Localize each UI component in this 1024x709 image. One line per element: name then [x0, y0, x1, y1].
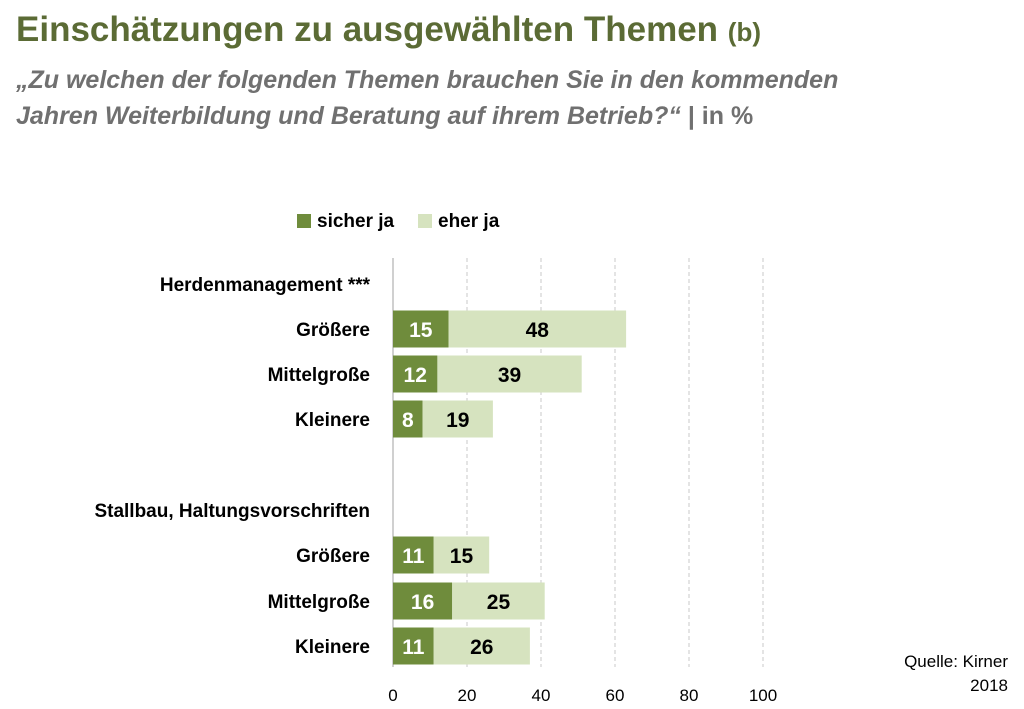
category-label: Größere — [296, 320, 370, 341]
bar-segment — [393, 536, 434, 574]
x-tick-label: 80 — [680, 686, 699, 705]
chart-title-main: Einschätzungen zu ausgewählten Themen — [16, 10, 719, 49]
bar-segment — [422, 400, 493, 438]
data-label: 19 — [446, 409, 469, 432]
data-label: 25 — [487, 591, 511, 614]
x-tick-label: 40 — [532, 686, 551, 705]
bar-segment — [393, 310, 449, 348]
chart-title: Einschätzungen zu ausgewählten Themen (b… — [16, 10, 761, 50]
source-line-1: Quelle: Kirner — [904, 652, 1008, 671]
legend-swatch — [418, 214, 432, 228]
bar-segment — [433, 536, 490, 574]
bar-segment — [393, 582, 453, 620]
data-label: 11 — [402, 636, 425, 659]
bar-segment — [433, 627, 530, 665]
chart-title-suffix: (b) — [727, 17, 761, 47]
group-label: Stallbau, Haltungsvorschriften — [94, 501, 370, 522]
data-label: 15 — [450, 545, 474, 568]
legend-label: eher ja — [438, 211, 500, 232]
x-tick-label: 20 — [458, 686, 477, 705]
x-tick-label: 0 — [388, 686, 397, 705]
data-label: 8 — [402, 409, 414, 432]
category-label: Kleinere — [295, 410, 370, 431]
data-label: 11 — [402, 545, 425, 568]
bar-segment — [393, 400, 423, 438]
source-line-2: 2018 — [970, 676, 1008, 695]
bar-segment — [393, 627, 434, 665]
category-label: Größere — [296, 546, 370, 567]
x-tick-label: 60 — [606, 686, 625, 705]
data-label: 12 — [404, 364, 427, 387]
bar-segment — [393, 355, 438, 393]
bar-segment — [452, 582, 545, 620]
data-label: 39 — [498, 364, 521, 387]
data-label: 48 — [526, 319, 550, 342]
legend-swatch — [297, 214, 311, 228]
chart-subtitle: „Zu welchen der folgenden Themen brauche… — [16, 62, 916, 134]
data-label: 16 — [411, 591, 434, 614]
bar-segment — [437, 355, 582, 393]
category-label: Mittelgroße — [268, 365, 370, 386]
group-label: Herdenmanagement *** — [160, 275, 371, 296]
x-tick-label: 100 — [749, 686, 777, 705]
data-label: 26 — [470, 636, 493, 659]
bar-segment — [448, 310, 627, 348]
category-label: Mittelgroße — [268, 592, 370, 613]
subtitle-question: „Zu welchen der folgenden Themen brauche… — [16, 66, 839, 130]
legend-label: sicher ja — [317, 211, 395, 232]
subtitle-unit: | in % — [687, 102, 754, 130]
data-label: 15 — [409, 319, 433, 342]
source-note: Quelle: Kirner 2018 — [904, 650, 1008, 698]
category-label: Kleinere — [295, 637, 370, 658]
